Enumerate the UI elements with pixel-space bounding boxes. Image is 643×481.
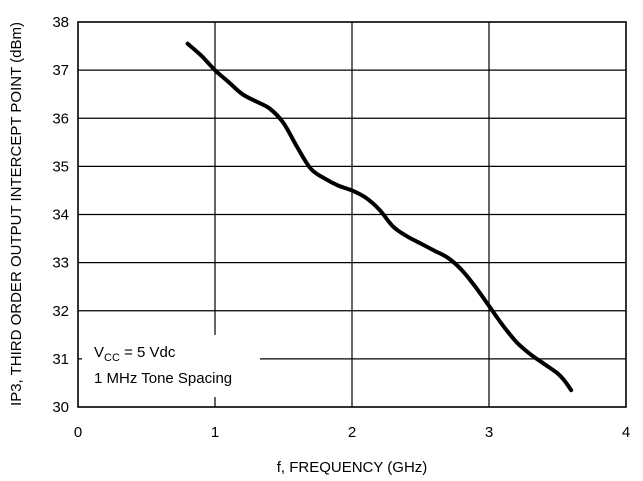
annotation-vcc-value: = 5 Vdc: [120, 344, 176, 361]
y-tick-label-2: 32: [52, 303, 69, 320]
y-tick-label-8: 38: [52, 14, 69, 31]
y-tick-label-5: 35: [52, 158, 69, 175]
series-line-ip3: [185, 41, 574, 393]
y-tick-label-0: 30: [52, 399, 69, 416]
y-tick-label-3: 33: [52, 255, 69, 272]
x-tick-label-0: 0: [74, 424, 82, 441]
y-axis-title: IP3, THIRD ORDER OUTPUT INTERCEPT POINT …: [8, 22, 25, 406]
x-tick-label-4: 4: [622, 424, 630, 441]
annotation-vcc-symbol: V: [94, 344, 104, 361]
y-tick-label-6: 36: [52, 110, 69, 127]
annotation-vcc: VCC = 5 Vdc: [94, 344, 176, 364]
y-tick-label-4: 34: [52, 207, 69, 224]
y-tick-label-1: 31: [52, 351, 69, 368]
annotation-vcc-subscript: CC: [104, 352, 120, 364]
y-tick-labels: 30 31 32 33 34 35 36 37 38: [52, 14, 69, 416]
y-tick-label-7: 37: [52, 62, 69, 79]
x-axis-title: f, FREQUENCY (GHz): [277, 459, 428, 476]
plot-frame: [77, 21, 627, 408]
x-tick-label-3: 3: [485, 424, 493, 441]
annotation-background: [82, 335, 260, 397]
x-tick-label-2: 2: [348, 424, 356, 441]
x-tick-labels: 0 1 2 3 4: [74, 424, 630, 441]
annotation-tone-spacing: 1 MHz Tone Spacing: [94, 370, 232, 387]
x-tick-label-1: 1: [211, 424, 219, 441]
